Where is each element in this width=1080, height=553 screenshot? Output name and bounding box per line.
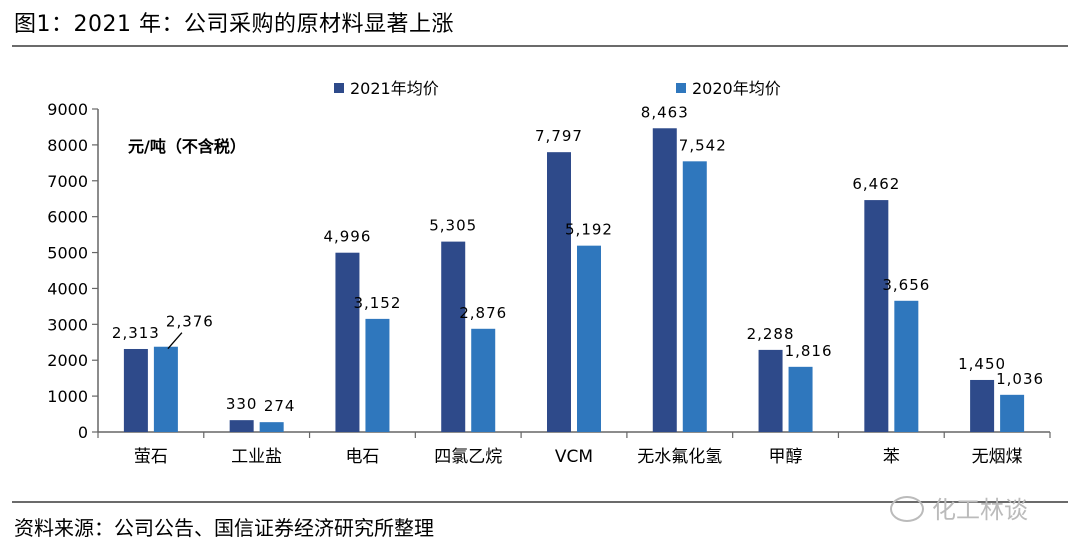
data-label-2020: 274 [264, 397, 296, 415]
y-tick-label: 6000 [47, 208, 88, 227]
bar-2021 [229, 420, 254, 432]
y-tick-label: 1000 [47, 387, 88, 406]
x-tick-label: 工业盐 [231, 447, 282, 467]
bar-2020 [259, 422, 284, 432]
bar-2020 [894, 300, 919, 432]
bar-2021 [547, 152, 571, 433]
data-label-2020: 2,376 [166, 313, 214, 331]
data-label-2020: 3,656 [882, 276, 930, 294]
y-tick-label: 5000 [47, 244, 88, 263]
wechat-icon [890, 496, 924, 522]
x-tick-label: 苯 [883, 447, 900, 467]
bar-2020 [577, 245, 601, 432]
bar-2020 [471, 328, 496, 432]
bar-chart: 0 1000 2000 3000 4000 5000 6000 7000 8000 9000 元/吨… [47, 79, 1051, 467]
y-tick-label: 7000 [47, 172, 88, 191]
bar-2021 [864, 200, 889, 432]
bar-2021 [123, 348, 148, 432]
data-label-2021: 7,797 [535, 127, 583, 145]
source-divider [12, 501, 1068, 503]
x-tick-label: 萤石 [134, 447, 168, 467]
x-tick-label: 无水氟化氢 [637, 447, 722, 467]
data-label-2021: 330 [226, 395, 258, 413]
y-tick-label: 0 [78, 423, 88, 442]
data-label-2020: 5,192 [565, 221, 613, 239]
x-tick-label: 无烟煤 [972, 447, 1023, 467]
page-title: 图1：2021 年：公司采购的原材料显著上涨 [14, 12, 454, 37]
source-note: 资料来源：公司公告、国信证券经济研究所整理 [14, 516, 434, 540]
data-label-2021: 1,450 [958, 355, 1006, 373]
bar-2021 [335, 252, 360, 432]
data-label-2021: 2,288 [747, 325, 795, 343]
y-tick-label: 3000 [47, 315, 88, 334]
legend-swatch-2021 [334, 83, 344, 93]
x-tick-label: 电石 [345, 447, 379, 467]
x-tick-label: 甲醇 [769, 447, 803, 467]
data-label-2021: 8,463 [641, 103, 689, 121]
data-label-2020: 3,152 [353, 294, 401, 312]
bar-2020 [153, 346, 178, 432]
data-label-2020: 2,876 [459, 304, 507, 322]
watermark: 化工林谈 [890, 490, 1028, 525]
x-tick-label: 四氯乙烷 [434, 447, 502, 467]
data-label-2021: 4,996 [323, 228, 371, 246]
data-label-2020: 7,542 [679, 136, 727, 154]
y-tick-label: 9000 [47, 100, 88, 119]
y-tick-label: 8000 [47, 136, 88, 155]
data-label-2020: 1,036 [996, 370, 1044, 388]
bar-2021 [758, 349, 783, 432]
bar-2021 [652, 128, 677, 432]
bar-2021 [970, 379, 995, 432]
data-label-2021: 5,305 [429, 217, 477, 235]
data-label-2020: 1,816 [785, 342, 833, 360]
x-tick-label: VCM [555, 447, 593, 467]
bar-2020 [788, 366, 813, 432]
y-tick-label: 4000 [47, 279, 88, 298]
legend-label-2020: 2020年均价 [692, 79, 781, 98]
legend-swatch-2020 [676, 83, 686, 93]
title-divider [12, 45, 1068, 47]
legend-label-2021: 2021年均价 [350, 79, 439, 98]
data-label-2021: 6,462 [852, 175, 900, 193]
bar-2020 [1000, 394, 1025, 432]
data-label-leader [167, 332, 183, 350]
bar-2021 [441, 241, 466, 432]
unit-label: 元/吨（不含税） [128, 137, 246, 156]
watermark-text: 化工林谈 [932, 496, 1028, 524]
data-label-2021: 2,313 [112, 324, 160, 342]
bar-2020 [682, 161, 707, 432]
y-tick-label: 2000 [47, 351, 88, 370]
bar-2020 [365, 318, 390, 432]
